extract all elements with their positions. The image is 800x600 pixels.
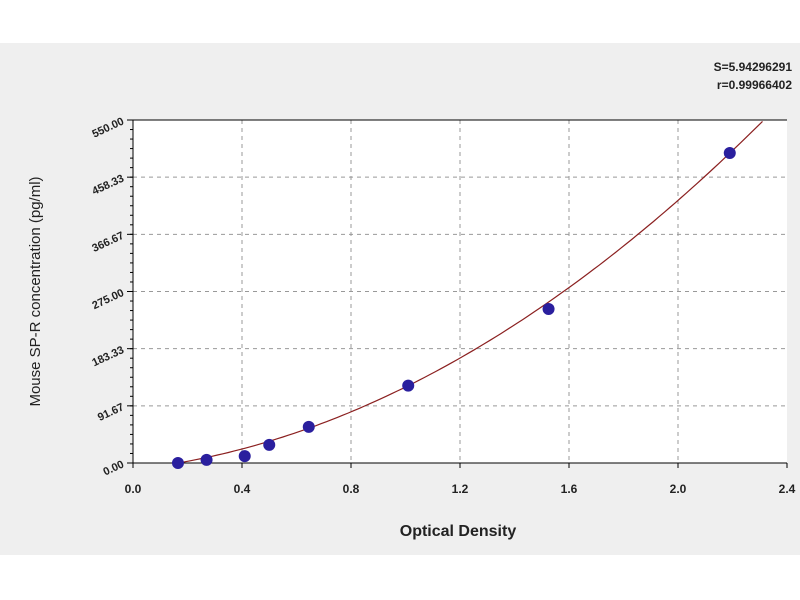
y-axis-label: Mouse SP-R concentration (pg/ml) — [27, 176, 44, 406]
y-tick-label: 275.00 — [90, 287, 126, 312]
x-tick-label: 2.0 — [670, 482, 687, 496]
x-tick-label: 2.4 — [779, 482, 796, 496]
x-tick-label: 0.0 — [125, 482, 142, 496]
y-tick-label: 91.67 — [96, 401, 126, 424]
y-tick-label: 0.00 — [101, 458, 125, 478]
y-tick-label: 183.33 — [90, 344, 126, 369]
data-point — [542, 302, 555, 315]
stat-r: r=0.99966402 — [716, 78, 792, 92]
x-tick-label: 0.4 — [234, 482, 251, 496]
y-tick-label: 550.00 — [90, 115, 126, 140]
stat-s: S=5.94296291 — [713, 60, 792, 74]
y-tick-label: 458.33 — [90, 173, 126, 198]
x-tick-label: 1.2 — [452, 482, 469, 496]
data-point — [302, 420, 315, 433]
x-tick-label: 1.6 — [561, 482, 578, 496]
y-tick-label: 366.67 — [90, 230, 126, 255]
x-tick-label: 0.8 — [343, 482, 360, 496]
data-point — [200, 453, 213, 466]
data-point — [402, 379, 415, 392]
data-point — [171, 457, 184, 469]
data-point — [238, 450, 251, 463]
data-point — [723, 147, 736, 160]
x-axis-label: Optical Density — [400, 523, 517, 540]
data-point — [263, 438, 276, 451]
